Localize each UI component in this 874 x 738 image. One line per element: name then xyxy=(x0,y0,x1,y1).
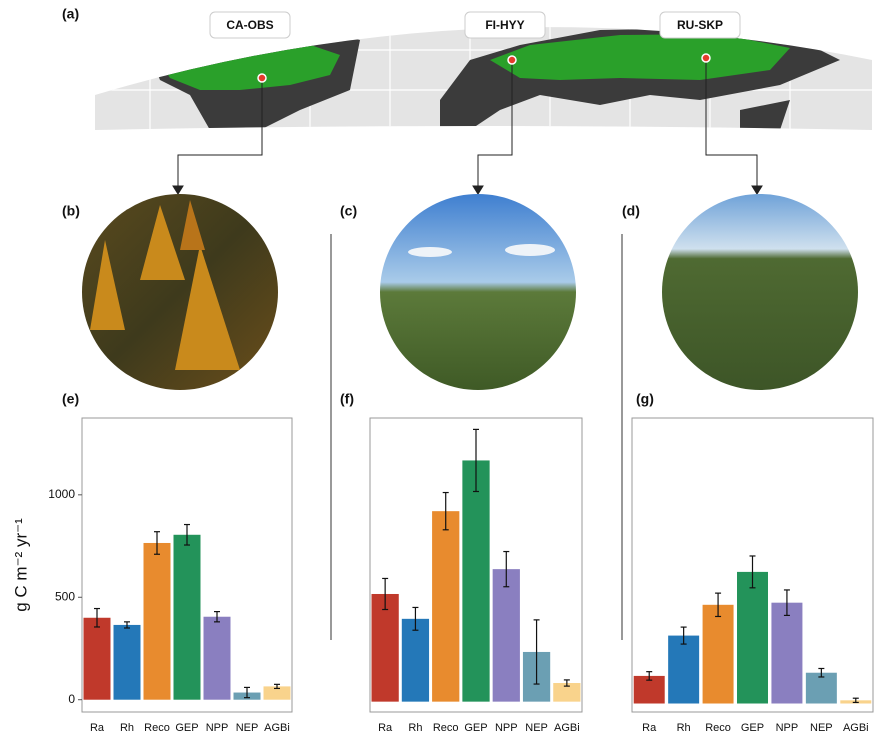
site-label: FI-HYY xyxy=(485,18,524,32)
error-bar xyxy=(184,523,190,546)
error-bar xyxy=(124,621,130,629)
bar xyxy=(173,534,201,700)
bar xyxy=(203,616,231,700)
error-bar xyxy=(214,611,220,623)
x-tick-label: AGBi xyxy=(843,722,869,734)
panel-label: (a) xyxy=(62,6,79,22)
x-tick-label: GEP xyxy=(741,722,764,734)
bar xyxy=(432,511,460,702)
bar xyxy=(737,571,768,704)
bar xyxy=(83,617,111,700)
error-bar xyxy=(94,607,100,628)
error-bar xyxy=(783,589,790,617)
x-tick-label: AGBi xyxy=(264,722,290,734)
x-tick-label: Reco xyxy=(705,722,731,734)
error-bar xyxy=(852,697,859,704)
x-tick-label: GEP xyxy=(175,722,198,734)
x-tick-label: Rh xyxy=(120,722,134,734)
y-tick-label: 1000 xyxy=(48,487,75,501)
bar xyxy=(143,542,171,700)
error-bar xyxy=(473,428,479,493)
error-bar xyxy=(244,686,250,699)
error-bar xyxy=(563,679,570,687)
panel-label: (f) xyxy=(340,391,354,407)
x-tick-label: Reco xyxy=(144,722,170,734)
plot-frame xyxy=(631,417,874,713)
x-tick-label: NPP xyxy=(776,722,799,734)
error-bar xyxy=(680,626,687,645)
bar xyxy=(263,686,291,700)
x-tick-label: GEP xyxy=(464,722,487,734)
site-label: CA-OBS xyxy=(226,18,273,32)
error-bar xyxy=(749,555,756,589)
site-markers xyxy=(172,58,763,195)
error-bar xyxy=(382,577,389,611)
x-tick-label: NEP xyxy=(525,722,548,734)
error-bar xyxy=(274,683,280,690)
bar xyxy=(401,618,430,702)
x-tick-label: NEP xyxy=(236,722,259,734)
x-tick-label: Rh xyxy=(408,722,422,734)
plot-frame xyxy=(81,417,293,713)
photo xyxy=(662,194,858,390)
y-axis-label: g C m⁻² yr⁻¹ xyxy=(11,518,30,612)
panel-label: (e) xyxy=(62,391,79,407)
bar xyxy=(462,460,490,702)
site-dots xyxy=(257,53,711,83)
photo-trees xyxy=(90,200,240,370)
photo xyxy=(380,194,576,390)
error-bar xyxy=(154,531,160,555)
error-bar xyxy=(442,491,449,531)
site-label-boxes xyxy=(209,11,741,39)
x-tick-label: NEP xyxy=(810,722,833,734)
plot-frame xyxy=(369,417,583,713)
x-tick-label: Ra xyxy=(378,722,393,734)
x-tick-label: NPP xyxy=(206,722,229,734)
panel-label: (c) xyxy=(340,203,357,219)
bar xyxy=(371,593,399,702)
panel-label: (b) xyxy=(62,203,80,219)
x-tick-label: AGBi xyxy=(554,722,580,734)
error-bar xyxy=(715,592,722,618)
panel-label: (d) xyxy=(622,203,640,219)
y-tick-label: 500 xyxy=(55,589,75,603)
y-tick-label: 0 xyxy=(68,692,75,706)
bar xyxy=(553,683,581,702)
photo-clouds xyxy=(408,244,555,257)
x-tick-label: Reco xyxy=(433,722,459,734)
error-bar xyxy=(503,550,510,588)
world-map xyxy=(95,27,872,130)
error-bar xyxy=(818,667,825,678)
bar xyxy=(805,672,837,704)
bar xyxy=(771,602,803,704)
bar xyxy=(113,624,141,700)
error-bar xyxy=(533,619,540,685)
x-tick-label: NPP xyxy=(495,722,518,734)
bar xyxy=(492,569,520,702)
x-tick-label: Rh xyxy=(677,722,691,734)
x-tick-label: Ra xyxy=(90,722,105,734)
site-label: RU-SKP xyxy=(677,18,723,32)
error-bar xyxy=(646,671,653,681)
x-tick-label: Ra xyxy=(642,722,657,734)
bar xyxy=(702,604,734,704)
bar xyxy=(668,635,700,704)
error-bar xyxy=(412,606,419,631)
panel-label: (g) xyxy=(636,391,654,407)
